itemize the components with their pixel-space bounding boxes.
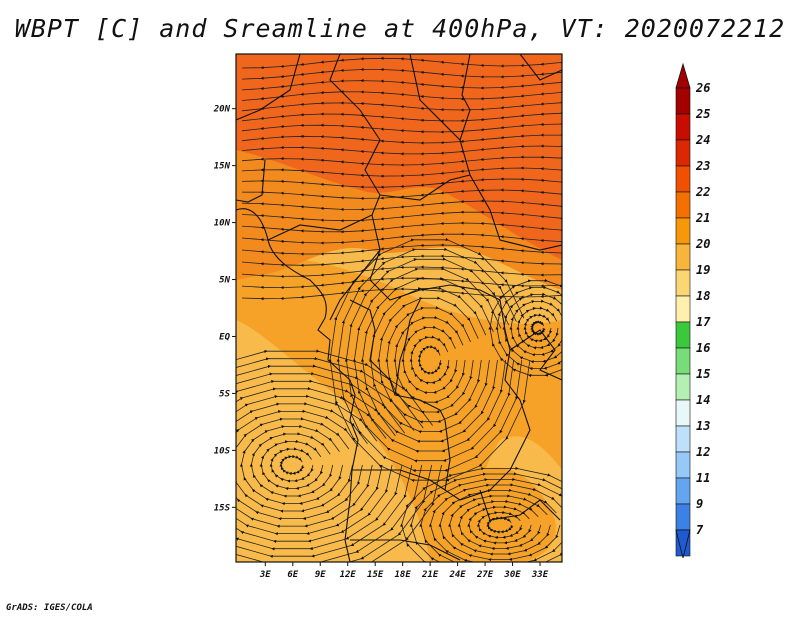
colorbar-label: 15 [696, 367, 710, 381]
streamline [241, 90, 562, 101]
colorbar-segment [675, 373, 691, 401]
colorbar-segment [675, 451, 691, 479]
colorbar-segment [675, 243, 691, 271]
colorbar-segment [675, 217, 691, 245]
colorbar-segment [675, 321, 691, 349]
lon-tick-label: 27E [476, 570, 494, 580]
lon-tick-label: 21E [421, 570, 439, 580]
lat-tick-label: 5N [219, 276, 230, 286]
streamline [241, 101, 562, 112]
lat-tick-label: 20N [213, 105, 231, 115]
lat-tick-label: 10N [214, 219, 231, 229]
colorbar-label: 21 [695, 211, 710, 225]
colorbar-segment [675, 399, 691, 427]
colorbar-label: 11 [696, 471, 710, 485]
colorbar-segment [675, 191, 691, 219]
streamline [241, 210, 562, 223]
colorbar-bottom-arrow [675, 529, 691, 559]
colorbar-segment [675, 269, 691, 297]
lat-tick-label: EQ [219, 332, 230, 342]
streamline [328, 237, 531, 483]
chart-title: WBPT [C] and Sreamline at 400hPa, VT: 20… [14, 14, 786, 43]
colorbar-label: 17 [696, 315, 711, 329]
streamline [241, 133, 562, 145]
lat-tick-label: 15S [214, 503, 231, 513]
lat-tick-label: 5S [219, 389, 230, 399]
colorbar-segment [675, 477, 691, 505]
lon-tick-label: 6E [287, 570, 298, 580]
streamline [241, 177, 562, 189]
streamline [241, 56, 562, 70]
lon-tick-label: 30E [503, 570, 521, 580]
lon-tick-label: 15E [367, 570, 384, 580]
streamline [241, 144, 562, 156]
streamline [241, 199, 562, 212]
colorbar: 26 25 24 23 22 21 20 19 18 17 16 15 14 13 12 11 9 7 [675, 62, 711, 559]
colorbar-segment [675, 87, 691, 115]
streamline [241, 166, 562, 178]
lon-tick-label: 18E [395, 570, 412, 580]
streamline [241, 155, 562, 167]
streamline [241, 122, 562, 134]
colorbar-label: 25 [695, 107, 710, 121]
colorbar-label: 7 [696, 523, 704, 537]
colorbar-label: 24 [695, 133, 710, 147]
colorbar-label: 23 [695, 159, 710, 173]
colorbar-label: 19 [696, 263, 710, 277]
streamline [241, 79, 562, 91]
streamline [241, 67, 562, 80]
streamline [241, 221, 562, 234]
country-borders [236, 54, 562, 562]
colorbar-label: 16 [696, 341, 710, 355]
colorbar-label: 12 [696, 445, 710, 459]
lon-tick-label: 33E [531, 570, 549, 580]
map-frame [235, 53, 563, 563]
streamline [236, 349, 442, 562]
colorbar-label: 9 [696, 497, 703, 511]
lat-tick-label: 10S [214, 446, 231, 456]
streamlines [236, 56, 562, 562]
colorbar-segment [675, 503, 691, 531]
colorbar-segment [675, 113, 691, 141]
colorbar-segment [675, 347, 691, 375]
lat-axis: 20N 15N 10N 5N EQ 5S 10S 15S [213, 105, 236, 513]
lat-tick-label: 15N [214, 162, 231, 172]
colorbar-label: 13 [696, 419, 710, 433]
lon-tick-label: 3E [259, 570, 271, 580]
streamline [488, 278, 562, 378]
colorbar-top-arrow [675, 62, 691, 89]
footer-credit: GrADS: IGES/COLA [6, 603, 93, 613]
colorbar-label: 18 [696, 289, 710, 303]
lon-tick-label: 24E [448, 570, 466, 580]
colorbar-segment [675, 165, 691, 193]
colorbar-segment [675, 425, 691, 453]
colorbar-label: 20 [695, 237, 710, 251]
streamline [241, 188, 562, 201]
colorbar-label: 14 [696, 393, 710, 407]
colorbar-label: 26 [695, 81, 710, 95]
colorbar-label: 22 [695, 185, 710, 199]
streamline [400, 466, 562, 562]
streamline [241, 112, 562, 123]
lon-tick-label: 12E [340, 570, 357, 580]
lon-tick-label: 9E [315, 570, 326, 580]
map-field [236, 54, 562, 562]
colorbar-segment [675, 139, 691, 167]
colorbar-segment [675, 295, 691, 323]
lon-axis: 3E 6E 9E 12E 15E 18E 21E 24E 27E 30E 33E [259, 562, 549, 580]
